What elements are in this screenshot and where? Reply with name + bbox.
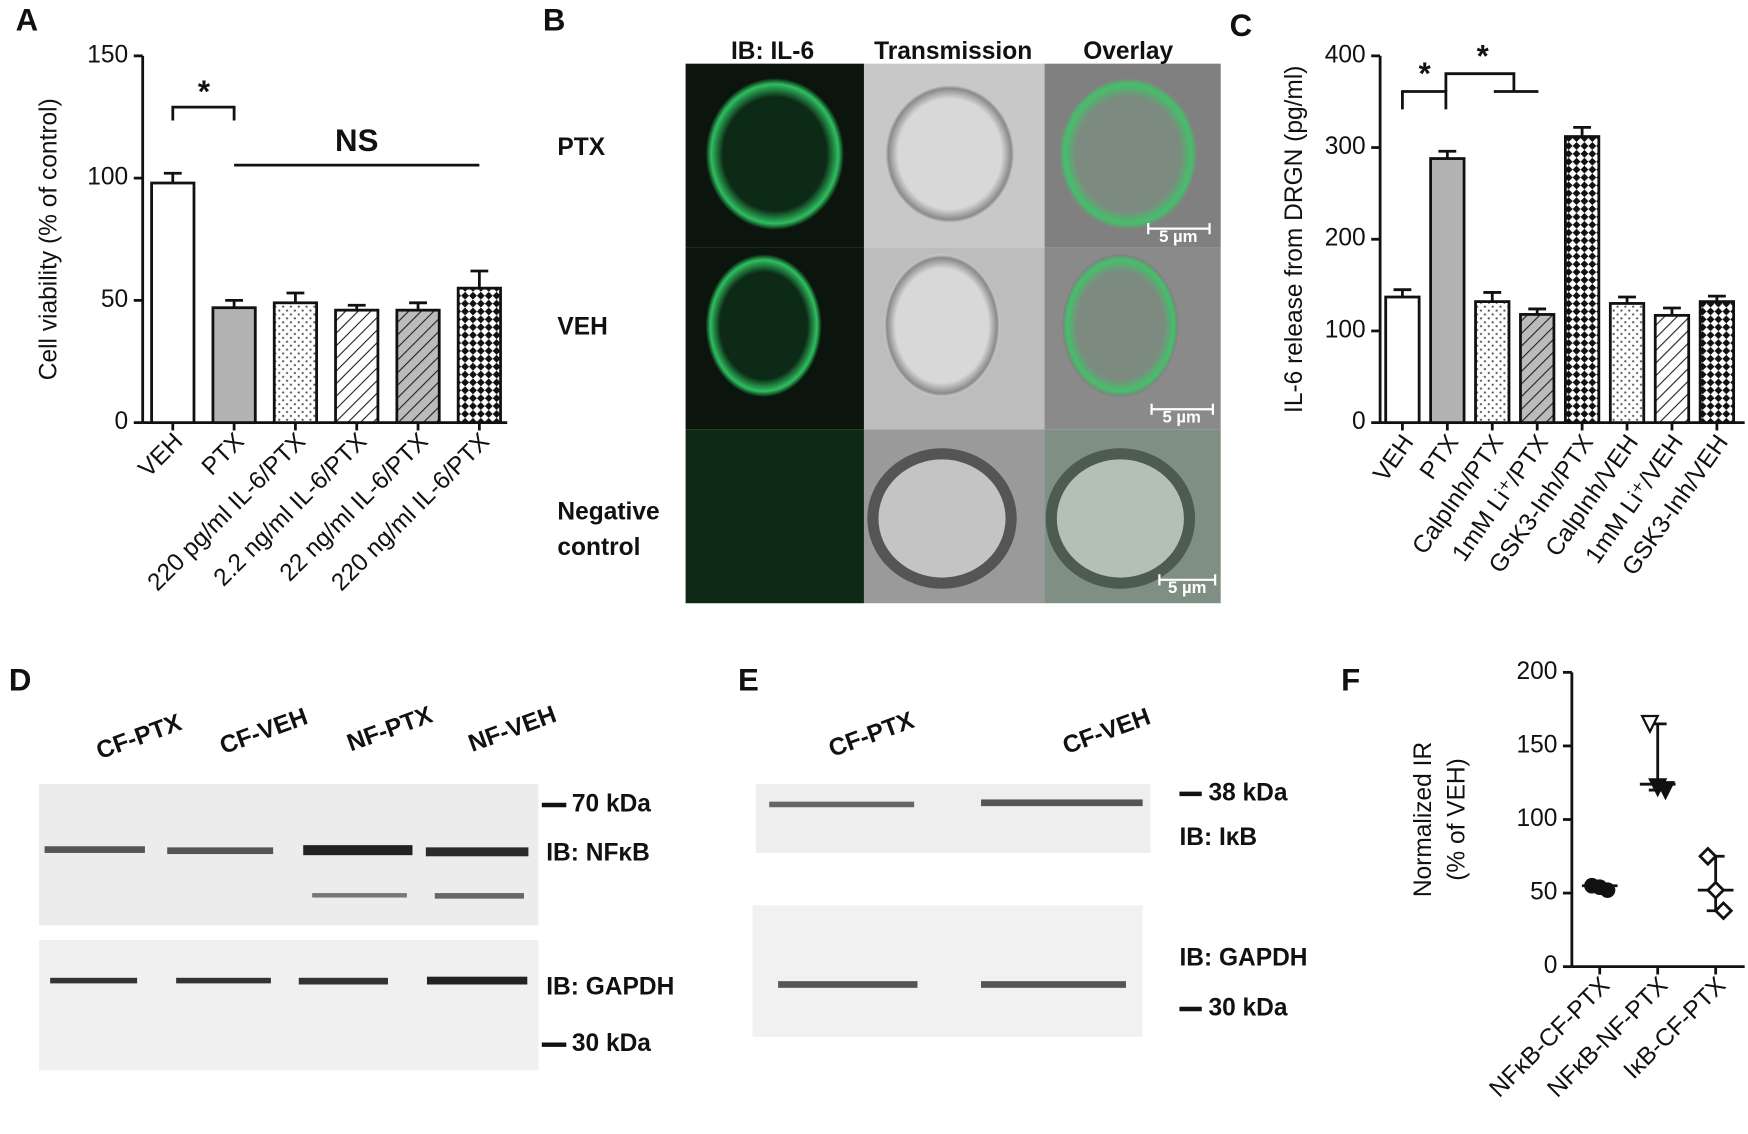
column-header: Overlay: [1083, 38, 1173, 65]
y-tick-label: 0: [1352, 408, 1366, 435]
bar: [272, 301, 318, 425]
blot-label: IB: IκB: [1179, 824, 1257, 851]
row-label: PTX: [557, 134, 605, 161]
bar: [1698, 300, 1736, 425]
row-label: Negative: [557, 498, 659, 525]
bar: [1474, 300, 1511, 425]
scale-bar-label: 5 µm: [1162, 408, 1200, 427]
blot-label: 30 kDa: [572, 1030, 651, 1057]
panel-letter: E: [738, 663, 759, 698]
lane-label: CF-VEH: [1059, 703, 1154, 760]
scale-bar-label: 5 µm: [1159, 227, 1197, 246]
lane-label: NF-VEH: [465, 701, 560, 758]
data-point: [1599, 882, 1616, 898]
y-tick-label: 100: [1516, 805, 1557, 832]
bar: [334, 308, 380, 425]
y-tick-label: 0: [115, 408, 129, 435]
y-axis-label: Cell viability (% of control): [36, 98, 63, 380]
lane-label: NF-PTX: [344, 701, 437, 757]
y-tick-label: 0: [1544, 952, 1558, 979]
annotation: *: [198, 74, 211, 109]
micrograph-grid: [685, 63, 1221, 604]
column-header: Transmission: [874, 38, 1032, 65]
row-label: VEH: [557, 313, 607, 340]
annotation: *: [1477, 38, 1490, 73]
bar: [1608, 302, 1646, 425]
panel-letter: A: [16, 3, 39, 38]
y-tick-label: 150: [87, 41, 128, 68]
panel-letter: C: [1230, 8, 1253, 43]
western-blot-e: [752, 783, 1202, 1037]
bar: [1519, 313, 1556, 425]
y-tick-label: 50: [101, 286, 128, 313]
blot-label: 70 kDa: [572, 790, 651, 817]
bar: [1429, 157, 1466, 425]
x-tick-label: PTX: [197, 428, 250, 481]
x-tick-label: VEH: [134, 428, 189, 483]
y-tick-label: 100: [87, 164, 128, 191]
y-tick-label: 200: [1325, 225, 1366, 252]
blot-label: IB: GAPDH: [1179, 944, 1307, 971]
row-label: control: [557, 534, 640, 561]
bar: [150, 181, 196, 425]
bar: [456, 286, 502, 425]
y-tick-label: 50: [1530, 879, 1557, 906]
scale-bar-label: 5 µm: [1168, 578, 1206, 597]
y-tick-label: 400: [1325, 41, 1366, 68]
lane-label: CF-PTX: [825, 707, 918, 763]
blot-label: IB: GAPDH: [546, 973, 674, 1000]
lane-label: CF-VEH: [216, 703, 311, 760]
y-tick-label: 100: [1325, 316, 1366, 343]
blot-label: IB: NFκB: [546, 840, 650, 867]
data-point: [1713, 900, 1734, 921]
y-tick-label: 150: [1516, 731, 1557, 758]
bar: [395, 308, 441, 425]
significance-brackets: [171, 72, 1539, 167]
lane-label: CF-PTX: [93, 709, 186, 765]
x-tick-label: VEH: [1368, 430, 1419, 487]
y-axis-label: Normalized IR: [1410, 742, 1437, 897]
bar: [211, 306, 257, 425]
data-point: [1640, 714, 1660, 735]
blot-label: 30 kDa: [1208, 995, 1287, 1022]
y-axis-label: IL-6 release from DRGN (pg/ml): [1281, 66, 1308, 413]
panel-letter: F: [1341, 663, 1360, 698]
annotation: NS: [335, 123, 378, 158]
panel-letter: B: [543, 3, 566, 38]
annotation: *: [1419, 56, 1432, 91]
western-blot-d: [39, 783, 567, 1071]
y-axis-label: (% of VEH): [1444, 758, 1471, 881]
bar: [1384, 295, 1421, 425]
blot-label: 38 kDa: [1208, 779, 1287, 806]
bar: [1653, 313, 1691, 425]
y-tick-label: 300: [1325, 133, 1366, 160]
data-point: [1705, 880, 1726, 900]
y-tick-label: 200: [1516, 658, 1557, 685]
data-point: [1655, 781, 1676, 801]
column-header: IB: IL-6: [731, 38, 814, 65]
bar: [1564, 135, 1601, 425]
data-point: [1698, 846, 1718, 867]
panel-letter: D: [9, 663, 32, 698]
